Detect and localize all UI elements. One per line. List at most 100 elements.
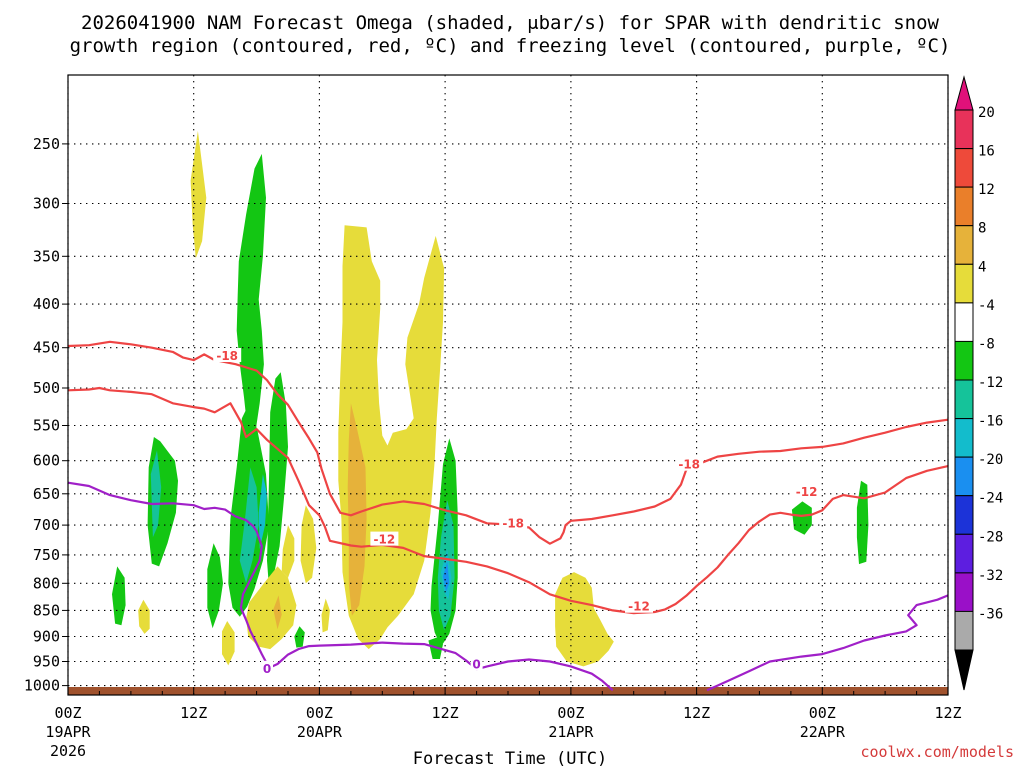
colorbar-label-3: 8	[978, 221, 986, 237]
x-tick-label-0-l3: 2026	[50, 742, 86, 760]
x-tick-label-84-l1: 12Z	[934, 704, 961, 722]
colorbar-label-6: -8	[978, 336, 995, 352]
site-credit: coolwx.com/models	[860, 743, 1014, 761]
contour-label-3: -18	[678, 458, 700, 472]
y-tick-label-900: 900	[33, 628, 60, 646]
colorbar-label-13: -36	[978, 606, 1003, 622]
omega-region-2	[267, 372, 288, 589]
x-tick-label-72-l1: 00Z	[809, 704, 836, 722]
omega-region-5	[258, 474, 267, 550]
colorbar-swatch-2	[954, 186, 974, 227]
contour-label-bg-4	[792, 483, 821, 498]
y-tick-label-800: 800	[33, 574, 60, 592]
colorbar-bottom-arrow	[954, 649, 974, 691]
colorbar-label-12: -32	[978, 568, 1003, 584]
omega-region-16	[791, 501, 812, 535]
colorbar-label-4: 4	[978, 259, 986, 275]
colorbar-swatch-4	[954, 263, 974, 304]
omega-region-21	[273, 595, 282, 630]
contour-label-bg-5	[625, 598, 653, 613]
omega-region-15	[294, 626, 305, 648]
colorbar-top-arrow	[954, 75, 974, 111]
y-axis: 250 300 350 400 450 500 550 600 650 700 750 800 850 9…	[24, 135, 68, 695]
contour-label-bg-7	[470, 656, 483, 671]
colorbar-label-9: -20	[978, 452, 1003, 468]
x-tick-label-48-l1: 00Z	[557, 704, 584, 722]
x-tick-label-12-l1: 12Z	[180, 704, 207, 722]
colorbar-swatch-5	[954, 302, 974, 342]
colorbar-swatch-9	[954, 456, 974, 497]
omega-region-24	[321, 598, 330, 633]
contour-label-bg-2	[499, 515, 528, 530]
y-tick-label-1000: 1000	[24, 677, 60, 695]
colorbar-swatch-13	[954, 610, 974, 651]
omega-region-26	[138, 599, 150, 634]
omega-region-27	[555, 572, 614, 667]
y-tick-label-700: 700	[33, 516, 60, 534]
x-tick-label-48-l2: 21APR	[548, 723, 594, 741]
colorbar-swatch-0	[954, 109, 974, 150]
x-tick-label-24-l1: 00Z	[306, 704, 333, 722]
x-tick-label-0-l2: 19APR	[45, 723, 91, 741]
omega-region-19	[347, 403, 367, 616]
colorbar-swatch-11	[954, 533, 974, 574]
y-tick-label-450: 450	[33, 339, 60, 357]
colorbar-label-11: -28	[978, 529, 1003, 545]
y-tick-label-550: 550	[33, 417, 60, 435]
contour-label-7: 0	[472, 657, 480, 671]
omega-shaded-regions	[112, 130, 869, 667]
contour-label-4: -12	[796, 485, 818, 499]
colorbar-swatch-8	[954, 418, 974, 458]
colorbar-swatch-10	[954, 495, 974, 535]
chart-title-line-1: 2026041900 NAM Forecast Omega (shaded, μ…	[81, 12, 939, 34]
omega-region-25	[222, 621, 235, 666]
contour-label-5: -12	[628, 600, 650, 614]
omega-region-17	[856, 480, 869, 565]
contour-freezing-level-east	[706, 594, 949, 692]
chart-title-line-2: growth region (contoured, red, ºC) and f…	[70, 35, 951, 57]
contour-label-0: -18	[216, 349, 238, 363]
contour-labels: -18 -12 -18 -18 -12 -12 0 0	[213, 348, 821, 676]
x-tick-label-24-l2: 20APR	[297, 723, 343, 741]
contour-label-bg-3	[675, 456, 704, 471]
omega-region-0	[190, 130, 207, 259]
x-tick-label-60-l1: 12Z	[683, 704, 710, 722]
colorbar-label-1: 16	[978, 144, 995, 160]
x-axis-title: Forecast Time (UTC)	[413, 749, 607, 768]
colorbar-label-8: -16	[978, 414, 1003, 430]
colorbar-swatch-1	[954, 148, 974, 188]
contour-label-2: -18	[502, 516, 524, 530]
colorbar-label-7: -12	[978, 375, 1003, 391]
contour-label-bg-0	[213, 348, 242, 362]
omega-region-20	[246, 566, 297, 650]
contour-label-1: -12	[374, 533, 396, 547]
colorbar: 20 16 12 8 4 -4 -8 -12 -16 -20 -24 -28 -32 -36	[954, 75, 1003, 691]
y-tick-label-500: 500	[33, 379, 60, 397]
omega-region-1	[236, 153, 266, 442]
y-tick-label-250: 250	[33, 135, 60, 153]
contour-dgz-bottom	[67, 386, 949, 615]
y-tick-label-400: 400	[33, 295, 60, 313]
colorbar-label-0: 20	[978, 105, 995, 121]
omega-region-6	[207, 543, 223, 629]
y-tick-label-650: 650	[33, 485, 60, 503]
colorbar-label-5: -4	[978, 298, 995, 314]
x-tick-label-72-l2: 22APR	[800, 723, 846, 741]
x-tick-label-0-l1: 00Z	[54, 704, 81, 722]
colorbar-swatch-12	[954, 572, 974, 613]
colorbar-swatch-3	[954, 225, 974, 265]
omega-region-22	[281, 525, 295, 578]
colorbar-label-2: 12	[978, 182, 995, 198]
contour-label-6: 0	[263, 662, 271, 676]
y-tick-label-750: 750	[33, 546, 60, 564]
x-tick-label-36-l1: 12Z	[432, 704, 459, 722]
y-tick-label-950: 950	[33, 653, 60, 671]
colorbar-label-10: -24	[978, 491, 1003, 507]
omega-region-23	[300, 505, 317, 584]
y-tick-label-350: 350	[33, 247, 60, 265]
colorbar-swatch-7	[954, 379, 974, 420]
y-tick-label-600: 600	[33, 452, 60, 470]
omega-region-13	[443, 561, 450, 592]
